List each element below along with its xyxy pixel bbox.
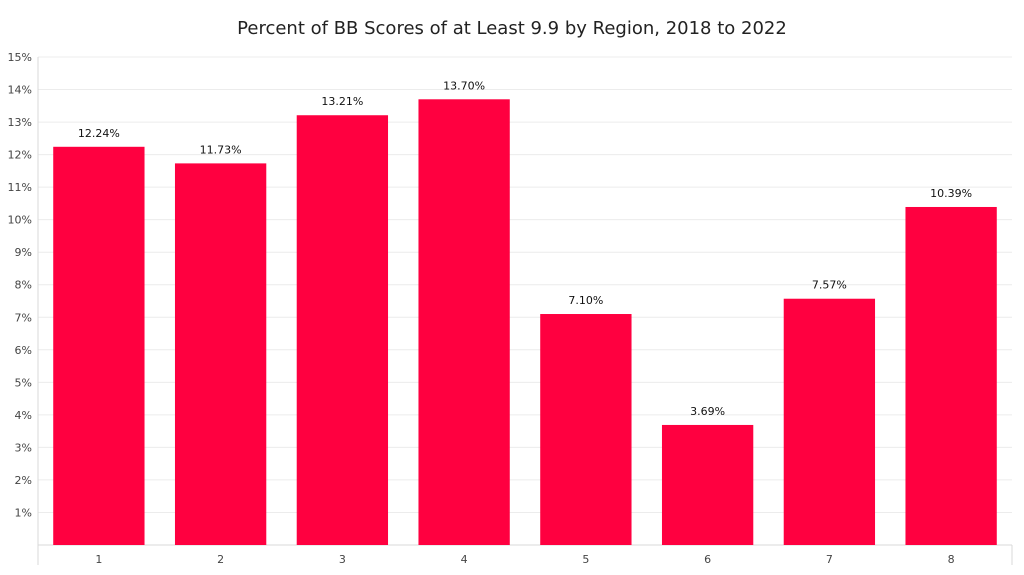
y-tick-label: 12% (8, 149, 32, 162)
data-label: 12.24% (78, 127, 120, 140)
x-tick-label: 5 (582, 553, 589, 566)
bar-3 (296, 115, 389, 545)
bar-5 (540, 314, 632, 545)
chart-title: Percent of BB Scores of at Least 9.9 by … (237, 18, 787, 39)
y-tick-label: 10% (8, 214, 32, 227)
x-tick-label: 1 (95, 553, 102, 566)
y-tick-label: 15% (8, 51, 32, 64)
x-tick-label: 6 (704, 553, 711, 566)
bar-4 (418, 99, 510, 545)
bar-1 (53, 146, 145, 546)
x-tick-label: 8 (948, 553, 955, 566)
y-tick-label: 14% (8, 84, 32, 97)
y-tick-label: 9% (15, 246, 32, 259)
y-tick-label: 6% (15, 344, 32, 357)
data-label: 7.57% (812, 279, 847, 292)
y-tick-label: 3% (15, 441, 32, 454)
data-label: 7.10% (568, 294, 603, 307)
data-label: 13.70% (443, 79, 485, 92)
data-labels: 12.24% 11.73% 13.21% 13.70% 7.10% 3.69% 7.57% 1… (78, 79, 972, 418)
data-label: 13.21% (321, 95, 363, 108)
x-tick-label: 3 (339, 553, 346, 566)
bar-2 (174, 163, 267, 545)
bars (53, 99, 997, 546)
x-tick-label: 2 (217, 553, 224, 566)
axes: 1% 2% 3% 4% 5% 6% 7% 8% 9% 10% 11% 12% 13% 14% 15% 1 2 3 4… (8, 51, 1013, 566)
y-tick-label: 4% (15, 409, 32, 422)
data-label: 3.69% (690, 405, 725, 418)
x-tick-label: 4 (461, 553, 468, 566)
x-tick-label: 7 (826, 553, 833, 566)
data-label: 10.39% (930, 187, 972, 200)
bar-6 (661, 424, 754, 545)
y-tick-label: 1% (15, 506, 32, 519)
y-tick-label: 11% (8, 181, 32, 194)
bar-7 (783, 298, 876, 545)
y-tick-label: 2% (15, 474, 32, 487)
y-tick-label: 5% (15, 376, 32, 389)
y-tick-label: 8% (15, 279, 32, 292)
y-tick-label: 7% (15, 311, 32, 324)
y-tick-label: 13% (8, 116, 32, 129)
data-label: 11.73% (200, 143, 242, 156)
bar-8 (905, 206, 997, 545)
